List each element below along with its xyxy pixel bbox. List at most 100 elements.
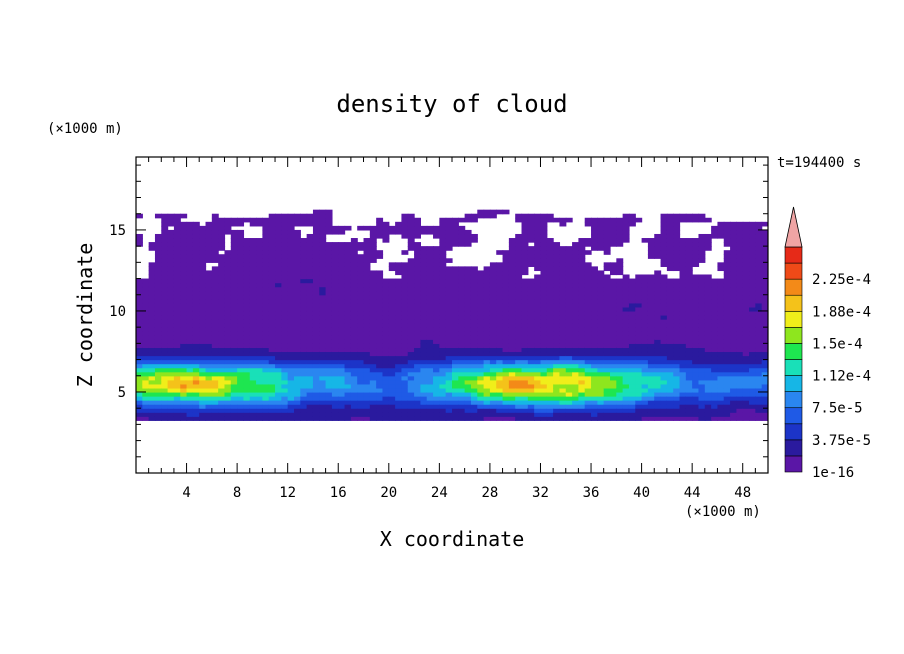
density-cell <box>610 391 617 397</box>
density-cell <box>565 359 573 365</box>
density-cell <box>603 387 611 393</box>
density-cell <box>698 396 706 401</box>
density-cell <box>515 391 523 397</box>
density-cell <box>294 238 301 243</box>
density-cell <box>452 294 459 300</box>
density-cell <box>256 246 263 251</box>
density-cell <box>433 408 440 413</box>
density-cell <box>319 359 327 365</box>
density-cell <box>433 391 440 397</box>
density-cell <box>641 302 649 308</box>
density-cell <box>723 306 731 312</box>
density-cell <box>679 242 687 247</box>
density-cell <box>173 396 181 401</box>
density-cell <box>685 371 693 377</box>
density-cell <box>420 387 428 393</box>
density-cell <box>755 290 763 296</box>
density-cell <box>685 302 693 308</box>
density-cell <box>287 270 295 276</box>
y-axis-label: Z coordinate <box>73 243 97 388</box>
density-cell <box>685 339 693 344</box>
density-cell <box>154 355 162 361</box>
density-cell <box>730 367 737 373</box>
density-cell <box>660 355 668 361</box>
density-cell <box>376 371 384 377</box>
density-cell <box>281 359 289 365</box>
density-cell <box>161 339 169 344</box>
density-cell <box>685 335 693 340</box>
density-cell <box>761 371 768 377</box>
density-cell <box>237 367 245 373</box>
density-cell <box>603 274 611 280</box>
density-cell <box>376 327 384 332</box>
density-cell <box>173 258 181 263</box>
density-cell <box>338 327 346 332</box>
density-cell <box>237 387 245 393</box>
density-cell <box>534 404 542 409</box>
density-cell <box>755 250 763 255</box>
density-cell <box>692 351 700 357</box>
density-cell <box>363 286 371 292</box>
density-cell <box>660 319 668 324</box>
density-cell <box>344 379 352 385</box>
density-cell <box>199 351 207 357</box>
density-cell <box>660 217 668 223</box>
density-cell <box>376 302 384 308</box>
density-cell <box>508 274 516 280</box>
density-cell <box>742 310 750 316</box>
density-cell <box>218 229 226 235</box>
density-cell <box>603 250 611 255</box>
density-cell <box>470 278 478 284</box>
density-cell <box>673 404 681 409</box>
density-cell <box>578 331 586 336</box>
density-cell <box>502 286 510 292</box>
density-cell <box>635 310 643 316</box>
density-cell <box>584 294 592 300</box>
density-cell <box>376 233 384 239</box>
density-cell <box>363 254 371 259</box>
density-cell <box>173 270 181 276</box>
density-cell <box>338 351 346 357</box>
density-cell <box>666 294 674 300</box>
density-cell <box>527 383 535 389</box>
density-cell <box>578 363 586 369</box>
density-cell <box>287 375 295 381</box>
density-cell <box>243 379 251 385</box>
density-cell <box>736 278 744 284</box>
density-cell <box>553 323 561 328</box>
density-cell <box>692 290 700 296</box>
density-cell <box>369 310 377 316</box>
density-cell <box>363 351 371 357</box>
density-cell <box>350 371 358 377</box>
density-cell <box>230 323 238 328</box>
density-cell <box>218 371 226 377</box>
density-cell <box>502 270 510 276</box>
density-cell <box>211 213 219 219</box>
density-cell <box>445 351 453 357</box>
density-cell <box>148 363 156 369</box>
density-cell <box>464 391 472 397</box>
density-cell <box>717 400 725 405</box>
density-cell <box>218 221 226 227</box>
density-cell <box>483 209 491 215</box>
density-cell <box>161 233 169 239</box>
density-cell <box>363 400 371 405</box>
density-cell <box>319 278 327 284</box>
density-cell <box>237 343 245 349</box>
density-cell <box>445 375 453 381</box>
density-cell <box>205 327 213 332</box>
density-cell <box>761 387 768 393</box>
density-cell <box>685 408 693 413</box>
density-cell <box>306 379 314 385</box>
density-cell <box>761 351 768 357</box>
density-cell <box>262 229 270 235</box>
density-cell <box>673 343 681 349</box>
density-cell <box>161 221 169 227</box>
density-cell <box>553 262 561 267</box>
density-cell <box>654 282 662 288</box>
density-cell <box>610 375 617 381</box>
density-cell <box>287 242 295 247</box>
density-cell <box>635 359 643 365</box>
density-cell <box>205 242 213 247</box>
density-cell <box>610 233 617 239</box>
